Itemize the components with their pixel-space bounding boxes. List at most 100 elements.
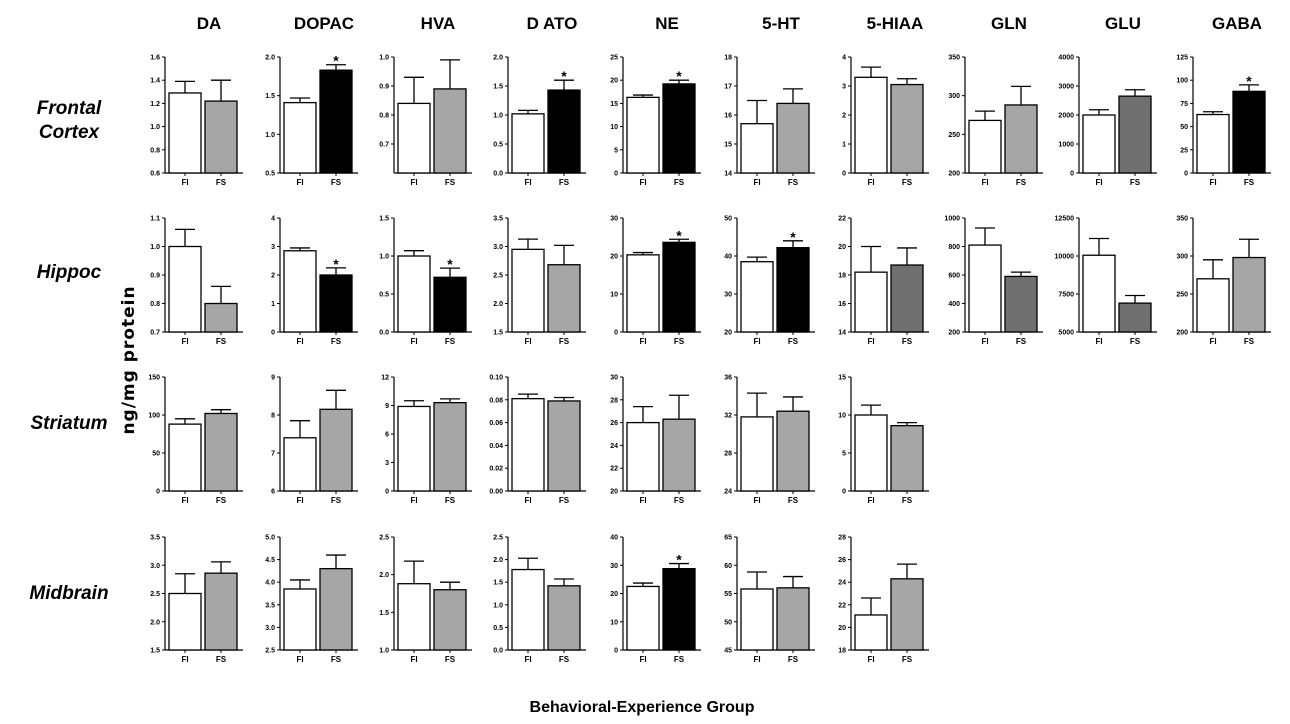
y-tick-label: 1.5 — [493, 330, 503, 337]
row-label-hippoc: Hippoc — [37, 262, 102, 283]
column-title-d-ato: D ATO — [527, 14, 578, 33]
y-tick-label: 0.0 — [493, 171, 503, 178]
category-label-fs: FS — [1130, 337, 1141, 346]
y-tick-label: 3.0 — [265, 625, 275, 632]
category-label-fs: FS — [902, 337, 913, 346]
bar-fs — [662, 83, 696, 174]
y-tick-label: 75 — [1180, 101, 1188, 108]
category-label-fi: FI — [524, 337, 531, 346]
y-tick-label: 1000 — [944, 216, 960, 223]
y-tick-label: 45 — [724, 648, 732, 655]
y-tick-label: 60 — [724, 563, 732, 570]
y-tick-label: 14 — [838, 330, 846, 337]
panel-frontal-cortex-ne: 0 5 10 15 20 25 FI FS * — [610, 55, 701, 187]
y-tick-label: 2.0 — [493, 301, 503, 308]
y-tick-label: 1.0 — [493, 113, 503, 120]
y-tick-label: 300 — [948, 93, 960, 100]
y-tick-label: 2 — [842, 113, 846, 120]
category-label-fs: FS — [445, 337, 456, 346]
bar-fs — [319, 274, 353, 333]
y-tick-label: 200 — [948, 330, 960, 337]
category-label-fi: FI — [296, 655, 303, 664]
category-label-fi: FI — [867, 337, 874, 346]
y-tick-label: 2.0 — [265, 55, 275, 62]
bar-fs — [662, 418, 696, 492]
category-label-fi: FI — [1209, 178, 1216, 187]
category-label-fs: FS — [674, 178, 685, 187]
y-tick-label: 100 — [148, 413, 160, 420]
category-label-fs: FS — [674, 655, 685, 664]
y-tick-label: 0 — [614, 171, 618, 178]
bar-fi — [626, 96, 660, 174]
y-tick-label: 25 — [610, 55, 618, 62]
y-tick-label: 1 — [842, 142, 846, 149]
y-tick-label: 55 — [724, 591, 732, 598]
y-tick-label: 0.6 — [150, 171, 160, 178]
y-tick-label: 3000 — [1058, 84, 1074, 91]
y-tick-label: 1.1 — [150, 216, 160, 223]
y-tick-label: 28 — [838, 535, 846, 542]
bar-fs — [1004, 275, 1038, 333]
bar-fi — [283, 101, 317, 174]
significance-star: * — [676, 552, 682, 568]
y-tick-label: 0 — [614, 330, 618, 337]
column-title-gln: GLN — [991, 14, 1027, 33]
column-title-dopac: DOPAC — [294, 14, 354, 33]
bar-fs — [662, 567, 696, 651]
panel-striatum-ne: 20 22 24 26 28 30 FI FS — [610, 375, 701, 505]
bar-fs — [1118, 302, 1152, 333]
significance-star: * — [790, 229, 796, 245]
y-tick-label: 7500 — [1058, 292, 1074, 299]
bar-fi — [1082, 114, 1116, 174]
category-label-fs: FS — [331, 655, 342, 664]
y-tick-label: 2000 — [1058, 113, 1074, 120]
y-tick-label: 600 — [948, 273, 960, 280]
y-tick-label: 20 — [610, 254, 618, 261]
category-label-fs: FS — [1016, 178, 1027, 187]
y-tick-label: 16 — [838, 301, 846, 308]
bar-fi — [740, 416, 774, 492]
y-tick-label: 2.5 — [493, 535, 503, 542]
y-tick-label: 6 — [271, 489, 275, 496]
significance-star: * — [333, 53, 339, 69]
category-label-fi: FI — [181, 337, 188, 346]
y-tick-label: 2.5 — [379, 535, 389, 542]
bar-fs — [890, 424, 924, 492]
bar-fi — [283, 250, 317, 333]
y-tick-label: 1.0 — [150, 244, 160, 251]
bar-fs — [776, 102, 810, 174]
category-label-fs: FS — [674, 496, 685, 505]
y-tick-label: 0.5 — [379, 292, 389, 299]
bar-fs — [1232, 256, 1266, 333]
y-tick-label: 3 — [842, 84, 846, 91]
y-tick-label: 22 — [610, 466, 618, 473]
panel-hippoc-ne: 0 10 20 30 FI FS * — [610, 216, 701, 346]
y-tick-label: 9 — [271, 375, 275, 382]
y-tick-label: 2 — [271, 273, 275, 280]
bar-fi — [168, 423, 202, 492]
bar-fs — [319, 69, 353, 174]
panel-midbrain-5-ht: 45 50 55 60 65 FI FS — [724, 535, 815, 664]
y-tick-label: 1.4 — [150, 78, 160, 85]
category-label-fi: FI — [410, 655, 417, 664]
column-title-hva: HVA — [421, 14, 456, 33]
y-tick-label: 1.5 — [265, 93, 275, 100]
y-tick-label: 2.5 — [150, 591, 160, 598]
y-tick-label: 1.0 — [265, 132, 275, 139]
category-label-fs: FS — [331, 337, 342, 346]
y-tick-label: 0 — [385, 489, 389, 496]
y-tick-label: 300 — [1176, 254, 1188, 261]
y-tick-label: 3 — [271, 244, 275, 251]
y-tick-label: 30 — [610, 216, 618, 223]
y-tick-label: 125 — [1176, 55, 1188, 62]
y-tick-label: 0.9 — [150, 273, 160, 280]
panel-midbrain-5-hiaa: 18 20 22 24 26 28 FI FS — [838, 535, 929, 664]
y-tick-label: 2.0 — [379, 572, 389, 579]
category-label-fi: FI — [639, 337, 646, 346]
bar-fi — [740, 588, 774, 651]
panel-frontal-cortex-5-hiaa: 0 1 2 3 4 FI FS — [842, 55, 929, 187]
significance-star: * — [676, 227, 682, 243]
y-tick-label: 200 — [948, 171, 960, 178]
y-tick-label: 5.0 — [265, 535, 275, 542]
bar-fs — [776, 246, 810, 333]
